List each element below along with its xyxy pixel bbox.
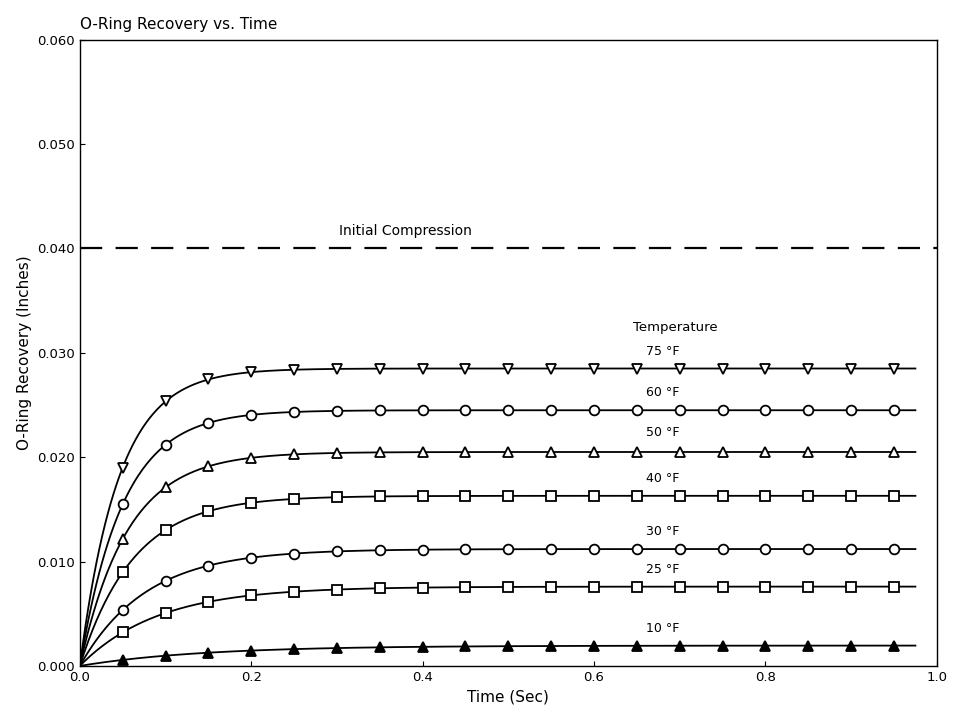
- Y-axis label: O-Ring Recovery (Inches): O-Ring Recovery (Inches): [16, 255, 32, 450]
- Text: 50 °F: 50 °F: [646, 426, 680, 440]
- Text: 10 °F: 10 °F: [646, 622, 680, 634]
- Text: 25 °F: 25 °F: [646, 563, 680, 576]
- X-axis label: Time (Sec): Time (Sec): [468, 689, 549, 704]
- Text: Temperature: Temperature: [633, 321, 718, 334]
- Text: 30 °F: 30 °F: [646, 525, 680, 538]
- Text: 60 °F: 60 °F: [646, 386, 680, 399]
- Text: 75 °F: 75 °F: [646, 345, 680, 358]
- Text: O-Ring Recovery vs. Time: O-Ring Recovery vs. Time: [80, 17, 278, 32]
- Text: Initial Compression: Initial Compression: [339, 224, 472, 238]
- Text: 40 °F: 40 °F: [646, 472, 680, 485]
